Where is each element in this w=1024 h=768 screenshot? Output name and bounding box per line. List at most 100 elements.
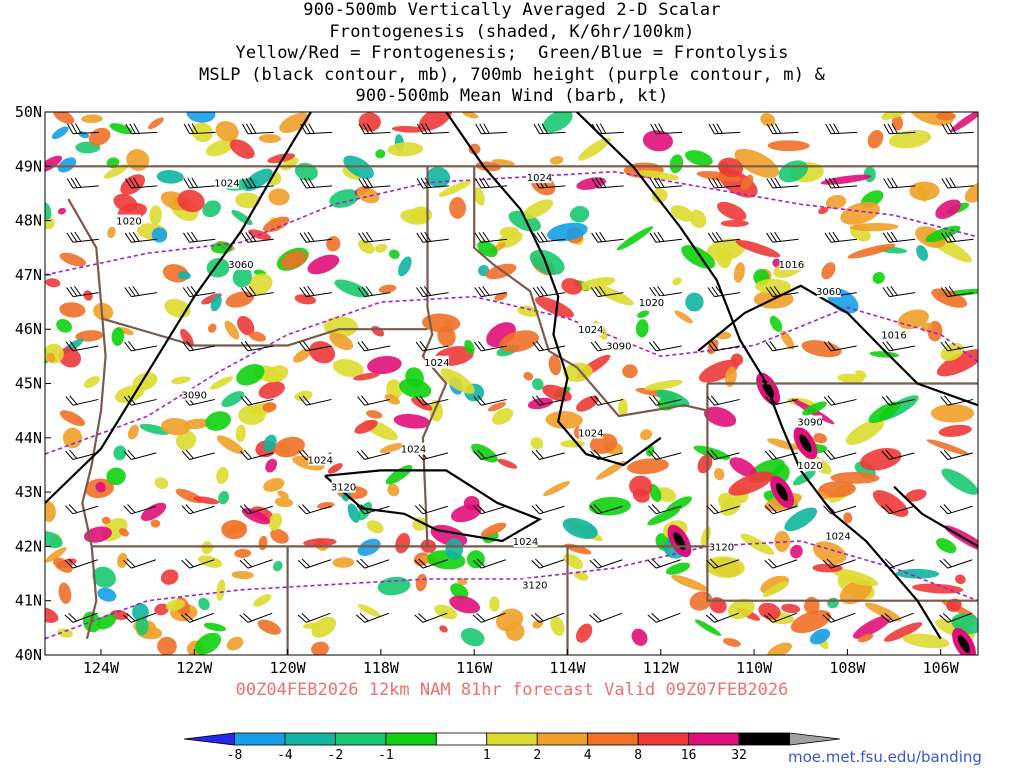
shade-cell — [236, 364, 265, 386]
shade-cell — [207, 323, 217, 333]
shade-cell — [150, 519, 161, 528]
wind-barb — [181, 558, 215, 569]
shade-cell — [849, 222, 899, 232]
shade-cell — [637, 170, 680, 181]
wind-barb — [472, 558, 506, 569]
shade-cell — [725, 366, 737, 387]
mslp-label-bg — [826, 529, 851, 542]
wind-barb — [474, 340, 507, 352]
shade-cell — [769, 315, 783, 332]
wind-barb — [66, 177, 99, 189]
wind-barb — [241, 123, 274, 135]
shade-cell — [391, 126, 427, 133]
credit-text: moe.met.fsu.edu/banding — [788, 748, 982, 766]
height-label: 3090 — [797, 418, 822, 429]
wind-barb — [239, 612, 273, 623]
wind-barb — [532, 285, 566, 298]
shade-cell — [595, 461, 626, 480]
shade-cell — [46, 352, 56, 363]
shade-cell — [439, 625, 448, 633]
shade-cell — [531, 378, 544, 391]
shade-cell — [191, 122, 213, 143]
wind-barb — [825, 123, 858, 135]
mslp-label: 1020 — [797, 461, 822, 472]
wind-barb — [415, 395, 449, 406]
shade-cell — [353, 372, 380, 381]
mslp-label-bg — [882, 328, 907, 341]
shade-cell — [577, 277, 616, 291]
shade-cell — [45, 531, 63, 549]
shade-cell — [193, 496, 220, 505]
shade-cell — [883, 622, 923, 642]
shade-cell — [235, 424, 246, 443]
wind-barb — [531, 504, 565, 515]
wind-barb — [416, 177, 449, 189]
wind-barb — [473, 449, 507, 460]
shade-cell — [253, 594, 272, 607]
mslp-label-bg — [779, 258, 804, 271]
shade-cell — [127, 424, 139, 440]
colorbar-tick-label: 4 — [584, 748, 592, 763]
shade-cell — [45, 202, 52, 220]
shade-cell — [263, 434, 277, 453]
shade-cell — [497, 458, 518, 469]
lon-label: 116W — [456, 659, 493, 677]
mslp-label: 1020 — [116, 217, 141, 228]
wind-barb — [64, 612, 98, 623]
colorbar-end-low — [183, 732, 235, 746]
shade-cell — [449, 595, 481, 614]
wind-barb — [647, 558, 681, 569]
wind-barb — [764, 558, 798, 569]
shade-cell — [573, 570, 589, 581]
shade-cell — [387, 142, 424, 157]
shade-cell — [912, 583, 964, 594]
shade-cell — [226, 636, 244, 651]
shade-cell — [839, 579, 873, 605]
colorbar-segment — [385, 732, 437, 746]
border-line — [421, 166, 448, 547]
shade-cell — [415, 573, 428, 592]
wind-barb — [239, 558, 273, 569]
shade-cell — [393, 413, 431, 429]
wind-barb — [648, 340, 682, 352]
shade-cell — [238, 405, 266, 425]
wind-barb — [766, 123, 799, 135]
wind-barb — [881, 395, 915, 406]
shade-cell — [857, 633, 874, 643]
wind-barb — [124, 231, 158, 243]
height-contours — [45, 170, 978, 640]
shade-cell — [656, 487, 677, 502]
shade-cell — [818, 481, 856, 498]
shade-cell — [45, 547, 67, 563]
shade-cell — [618, 398, 628, 417]
lat-label: 46N — [15, 320, 42, 338]
wind-barb — [181, 612, 215, 623]
colorbar-segment — [234, 732, 286, 746]
shade-cell — [548, 354, 562, 376]
shade-cell — [847, 243, 896, 259]
wind-barb — [123, 449, 157, 460]
shade-cell — [674, 310, 693, 324]
shade-cell — [329, 332, 354, 351]
shade-cell — [201, 541, 213, 555]
shade-cell — [550, 616, 565, 636]
shade-cell — [699, 359, 739, 383]
shade-cell — [727, 598, 755, 620]
shade-cell — [58, 582, 72, 604]
shade-cell — [216, 579, 226, 601]
wind-barb — [416, 285, 449, 298]
height-contour — [45, 295, 978, 455]
shade-cell — [231, 570, 254, 580]
shade-cell — [767, 140, 810, 152]
lat-label: 45N — [15, 375, 42, 393]
shade-cell — [62, 427, 83, 449]
colorbar-segment — [334, 732, 387, 746]
shade-cell — [205, 139, 235, 157]
wind-barb — [67, 123, 99, 135]
wind-barb — [241, 177, 274, 189]
shade-cell — [210, 294, 222, 312]
wind-barb — [358, 123, 391, 135]
height-label: 3090 — [606, 341, 631, 352]
wind-barb — [881, 558, 915, 569]
